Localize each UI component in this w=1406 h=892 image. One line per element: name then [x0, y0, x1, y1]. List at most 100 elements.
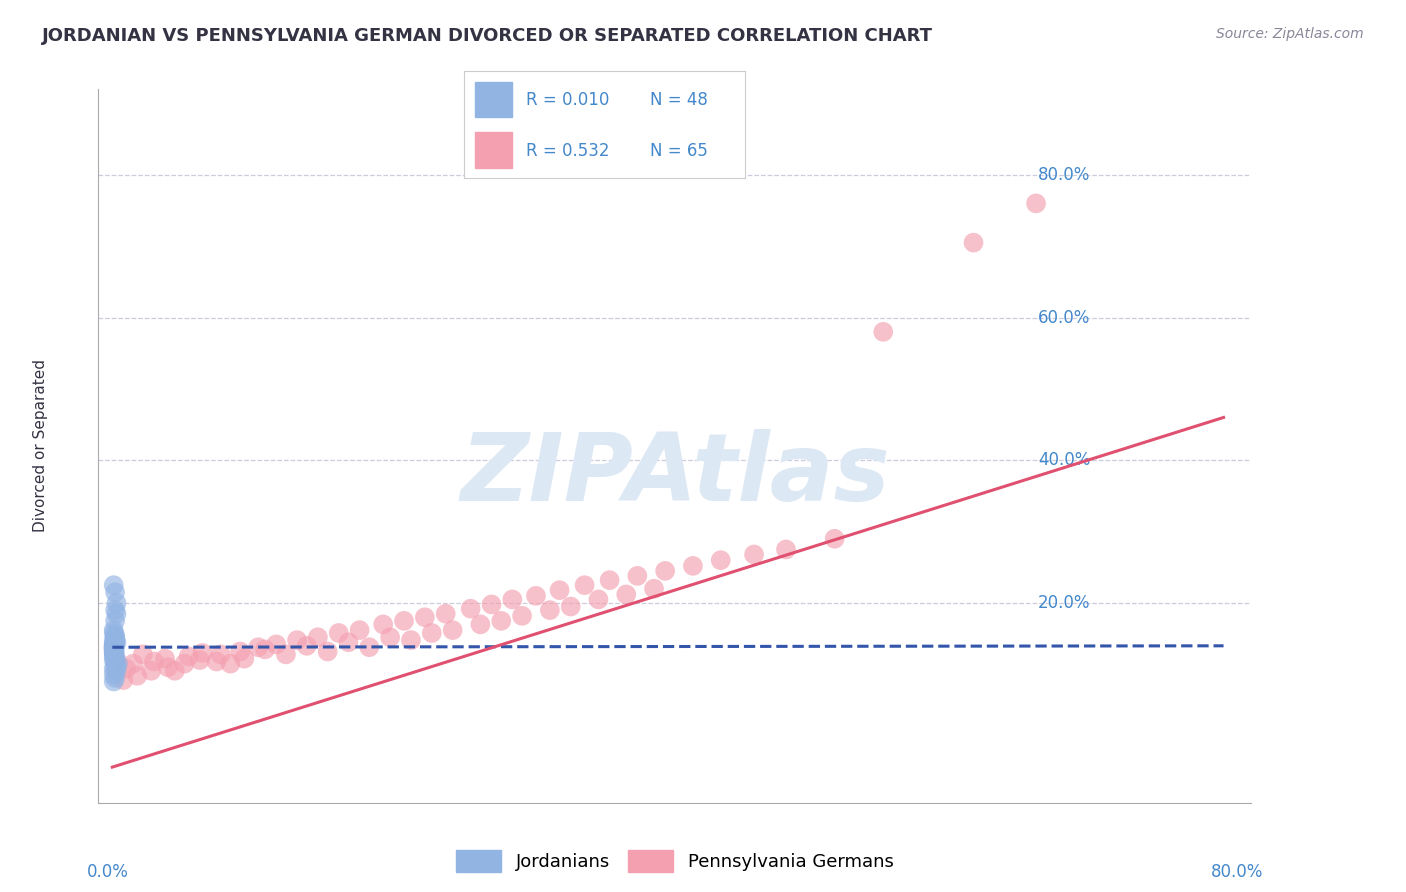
- Point: [349, 623, 371, 637]
- Point: [104, 603, 127, 617]
- Point: [104, 658, 127, 673]
- Point: [103, 639, 125, 653]
- Point: [626, 569, 648, 583]
- Point: [103, 644, 125, 658]
- Point: [103, 644, 125, 658]
- Point: [104, 628, 127, 642]
- Text: 60.0%: 60.0%: [1038, 309, 1091, 326]
- Point: [103, 626, 125, 640]
- Point: [104, 671, 127, 685]
- Point: [373, 617, 395, 632]
- Point: [1025, 196, 1047, 211]
- Point: [104, 635, 127, 649]
- Point: [105, 653, 128, 667]
- Text: N = 65: N = 65: [650, 142, 707, 160]
- Point: [103, 623, 125, 637]
- Point: [103, 646, 125, 660]
- Point: [491, 614, 513, 628]
- Point: [156, 660, 179, 674]
- Point: [103, 578, 125, 592]
- Text: 80.0%: 80.0%: [1038, 166, 1091, 184]
- Point: [682, 558, 704, 573]
- Point: [115, 662, 138, 676]
- Point: [103, 639, 125, 653]
- Point: [103, 637, 125, 651]
- Point: [103, 667, 125, 681]
- Text: Divorced or Separated: Divorced or Separated: [34, 359, 48, 533]
- Point: [420, 626, 443, 640]
- Point: [104, 640, 127, 655]
- Point: [378, 630, 401, 644]
- Bar: [475, 132, 512, 168]
- Bar: [475, 82, 512, 118]
- Point: [103, 640, 125, 655]
- Point: [103, 642, 125, 657]
- Point: [122, 657, 145, 671]
- Point: [103, 638, 125, 652]
- Point: [538, 603, 561, 617]
- Point: [105, 635, 128, 649]
- Point: [105, 664, 128, 678]
- Text: R = 0.532: R = 0.532: [526, 142, 609, 160]
- Point: [103, 674, 125, 689]
- Point: [107, 657, 129, 671]
- Point: [254, 642, 277, 657]
- Point: [470, 617, 492, 632]
- Point: [105, 607, 128, 621]
- Text: ZIPAtlas: ZIPAtlas: [460, 428, 890, 521]
- Text: 80.0%: 80.0%: [1211, 863, 1263, 881]
- Text: JORDANIAN VS PENNSYLVANIA GERMAN DIVORCED OR SEPARATED CORRELATION CHART: JORDANIAN VS PENNSYLVANIA GERMAN DIVORCE…: [42, 27, 934, 45]
- Point: [710, 553, 733, 567]
- Point: [643, 582, 665, 596]
- Point: [413, 610, 436, 624]
- Point: [328, 626, 350, 640]
- Point: [104, 655, 127, 669]
- Point: [233, 651, 256, 665]
- Point: [524, 589, 547, 603]
- Point: [510, 608, 533, 623]
- Point: [104, 648, 127, 662]
- Point: [103, 640, 125, 655]
- Point: [103, 642, 125, 657]
- Point: [548, 583, 571, 598]
- Point: [177, 649, 200, 664]
- Legend: Jordanians, Pennsylvania Germans: Jordanians, Pennsylvania Germans: [449, 843, 901, 880]
- Point: [104, 632, 127, 646]
- Point: [103, 646, 125, 660]
- Point: [337, 635, 360, 649]
- Point: [399, 633, 422, 648]
- Point: [285, 633, 308, 648]
- Point: [574, 578, 596, 592]
- Point: [654, 564, 676, 578]
- Point: [104, 630, 127, 644]
- Point: [105, 596, 128, 610]
- Point: [103, 662, 125, 676]
- Point: [588, 592, 610, 607]
- Point: [103, 641, 125, 656]
- Point: [307, 630, 329, 644]
- Point: [359, 640, 381, 655]
- Point: [173, 657, 195, 671]
- Point: [264, 637, 287, 651]
- Point: [132, 648, 155, 662]
- Point: [103, 641, 125, 656]
- Point: [460, 601, 482, 615]
- Point: [316, 644, 339, 658]
- Point: [104, 651, 127, 665]
- Point: [103, 653, 125, 667]
- Point: [247, 640, 270, 655]
- Point: [614, 587, 637, 601]
- Text: 40.0%: 40.0%: [1038, 451, 1091, 469]
- Text: Source: ZipAtlas.com: Source: ZipAtlas.com: [1216, 27, 1364, 41]
- Point: [824, 532, 846, 546]
- Point: [163, 664, 186, 678]
- Point: [599, 573, 621, 587]
- Text: 0.0%: 0.0%: [87, 863, 129, 881]
- Point: [872, 325, 894, 339]
- Point: [104, 637, 127, 651]
- Point: [219, 657, 242, 671]
- Point: [104, 585, 127, 599]
- Point: [229, 644, 252, 658]
- Point: [103, 640, 125, 655]
- Text: R = 0.010: R = 0.010: [526, 91, 609, 109]
